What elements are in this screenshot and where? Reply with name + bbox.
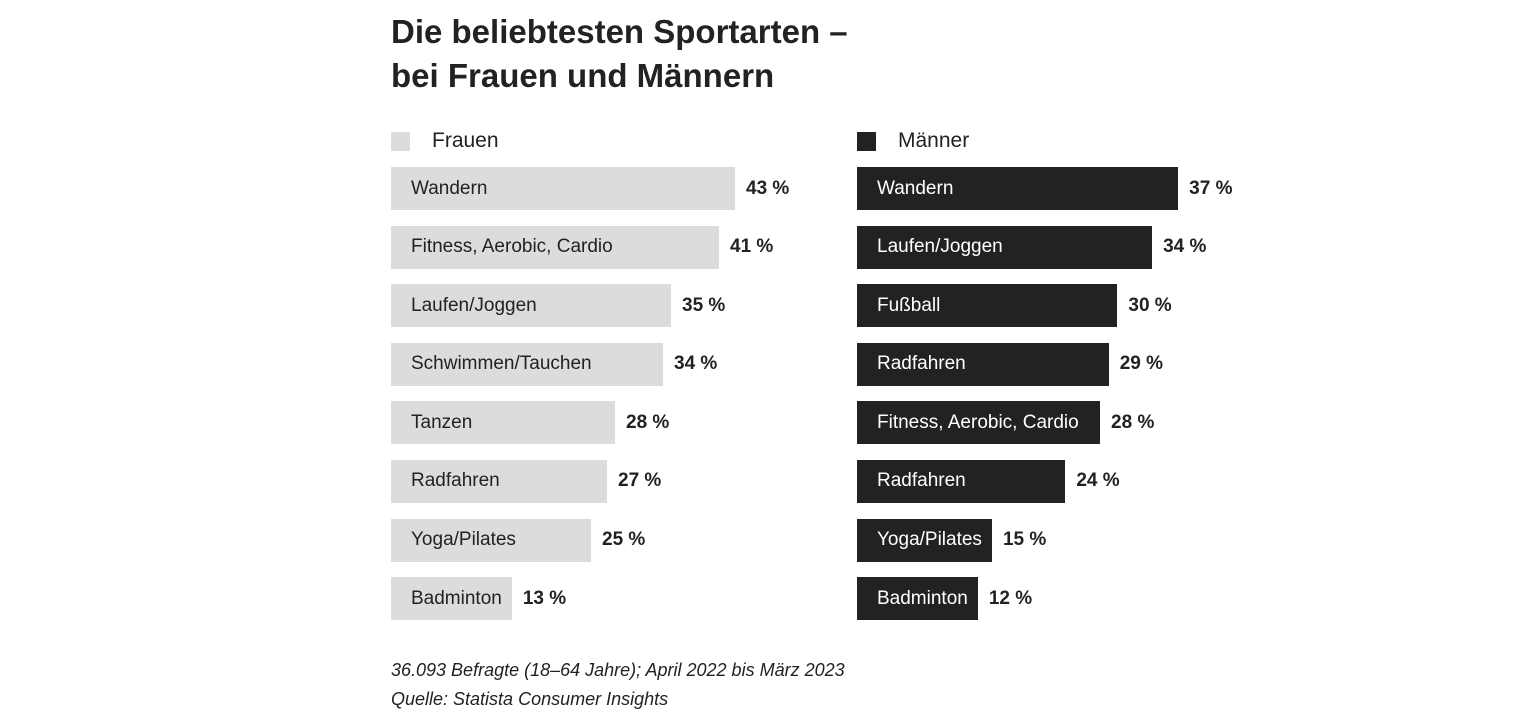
bar-value-label: 25 % xyxy=(602,529,646,551)
bar-category-label: Badminton xyxy=(877,587,968,609)
bar-row: Badminton 13 % xyxy=(391,577,789,621)
panel-maenner: Männer Wandern 37 % Laufen/Joggen 34 % Fußba… xyxy=(857,126,1232,636)
bar-row: Radfahren 27 % xyxy=(391,459,789,503)
bar-value-label: 27 % xyxy=(618,470,662,492)
bars-maenner: Wandern 37 % Laufen/Joggen 34 % Fußball 30 % R… xyxy=(857,167,1232,621)
bar: Radfahren xyxy=(857,459,1066,503)
bar-value-label: 30 % xyxy=(1128,294,1172,316)
bar-row: Schwimmen/Tauchen 34 % xyxy=(391,342,789,386)
bar-category-label: Fitness, Aerobic, Cardio xyxy=(877,411,1079,433)
footnote-sample: 36.093 Befragte (18–64 Jahre); April 202… xyxy=(391,660,845,680)
bar-category-label: Laufen/Joggen xyxy=(411,294,537,316)
bar: Badminton xyxy=(391,577,512,621)
bar: Fitness, Aerobic, Cardio xyxy=(857,401,1101,445)
title-line-1: Die beliebtesten Sportarten – xyxy=(391,13,848,50)
bar-row: Wandern 37 % xyxy=(857,167,1232,210)
bar-row: Laufen/Joggen 34 % xyxy=(857,225,1232,269)
bar: Badminton xyxy=(857,577,978,621)
legend-maenner: Männer xyxy=(857,126,1232,156)
bar: Fitness, Aerobic, Cardio xyxy=(391,225,719,269)
bar-category-label: Schwimmen/Tauchen xyxy=(411,353,592,375)
bar-row: Laufen/Joggen 35 % xyxy=(391,284,789,328)
bar-row: Badminton 12 % xyxy=(857,577,1232,621)
bar-value-label: 24 % xyxy=(1076,470,1120,492)
legend-swatch-frauen xyxy=(391,131,410,151)
bar-value-label: 28 % xyxy=(1111,411,1155,433)
bar-category-label: Fitness, Aerobic, Cardio xyxy=(411,236,613,258)
bar-category-label: Laufen/Joggen xyxy=(877,236,1003,258)
bar: Fußball xyxy=(857,284,1118,328)
legend-label-maenner: Männer xyxy=(898,129,970,152)
bar-row: Wandern 43 % xyxy=(391,167,789,210)
bar-category-label: Yoga/Pilates xyxy=(877,529,982,551)
bar-value-label: 34 % xyxy=(1163,236,1207,258)
bar-category-label: Radfahren xyxy=(411,470,500,492)
bar-row: Radfahren 29 % xyxy=(857,342,1232,386)
bar-category-label: Yoga/Pilates xyxy=(411,529,516,551)
bar-value-label: 12 % xyxy=(988,587,1033,609)
bar-row: Fitness, Aerobic, Cardio 28 % xyxy=(857,401,1232,445)
bar-value-label: 29 % xyxy=(1119,353,1164,375)
bar: Wandern xyxy=(857,167,1179,210)
panel-frauen: Frauen Wandern 43 % Fitness, Aerobic, Card… xyxy=(391,126,789,636)
bar-row: Radfahren 24 % xyxy=(857,459,1232,503)
bar-row: Tanzen 28 % xyxy=(391,401,789,445)
bar-category-label: Badminton xyxy=(411,587,502,609)
title-line-2: bei Frauen und Männern xyxy=(391,57,775,94)
legend-frauen: Frauen xyxy=(391,126,789,156)
bars-frauen: Wandern 43 % Fitness, Aerobic, Cardio 41 % L… xyxy=(391,167,789,621)
bar-value-label: 28 % xyxy=(626,411,670,433)
bar-category-label: Tanzen xyxy=(411,411,473,433)
bar: Yoga/Pilates xyxy=(857,518,992,562)
bar-value-label: 41 % xyxy=(730,236,774,258)
bar-category-label: Radfahren xyxy=(877,353,966,375)
bar-row: Fußball 30 % xyxy=(857,284,1232,328)
bar: Laufen/Joggen xyxy=(391,284,671,328)
footnote: 36.093 Befragte (18–64 Jahre); April 202… xyxy=(391,656,845,714)
bar-category-label: Radfahren xyxy=(877,470,966,492)
bar: Laufen/Joggen xyxy=(857,225,1153,269)
bar-value-label: 13 % xyxy=(522,587,567,609)
bar-value-label: 15 % xyxy=(1002,529,1047,551)
bar-value-label: 35 % xyxy=(682,294,726,316)
bar-value-label: 43 % xyxy=(746,177,790,199)
bar-value-label: 37 % xyxy=(1189,177,1233,199)
bar: Schwimmen/Tauchen xyxy=(391,342,663,386)
bar: Tanzen xyxy=(391,401,615,445)
bar-category-label: Wandern xyxy=(411,177,488,199)
legend-swatch-maenner xyxy=(857,131,876,151)
bar-value-label: 34 % xyxy=(674,353,718,375)
legend-label-frauen: Frauen xyxy=(432,129,499,152)
bar-category-label: Wandern xyxy=(877,177,954,199)
bar: Yoga/Pilates xyxy=(391,518,591,562)
bar: Radfahren xyxy=(391,459,607,503)
bar-category-label: Fußball xyxy=(877,294,941,316)
chart-title: Die beliebtesten Sportarten – bei Frauen… xyxy=(391,10,848,98)
bar-row: Yoga/Pilates 25 % xyxy=(391,518,789,562)
bar: Radfahren xyxy=(857,342,1109,386)
bar-row: Yoga/Pilates 15 % xyxy=(857,518,1232,562)
bar: Wandern xyxy=(391,167,735,210)
footnote-source: Quelle: Statista Consumer Insights xyxy=(391,689,669,709)
bar-row: Fitness, Aerobic, Cardio 41 % xyxy=(391,225,789,269)
